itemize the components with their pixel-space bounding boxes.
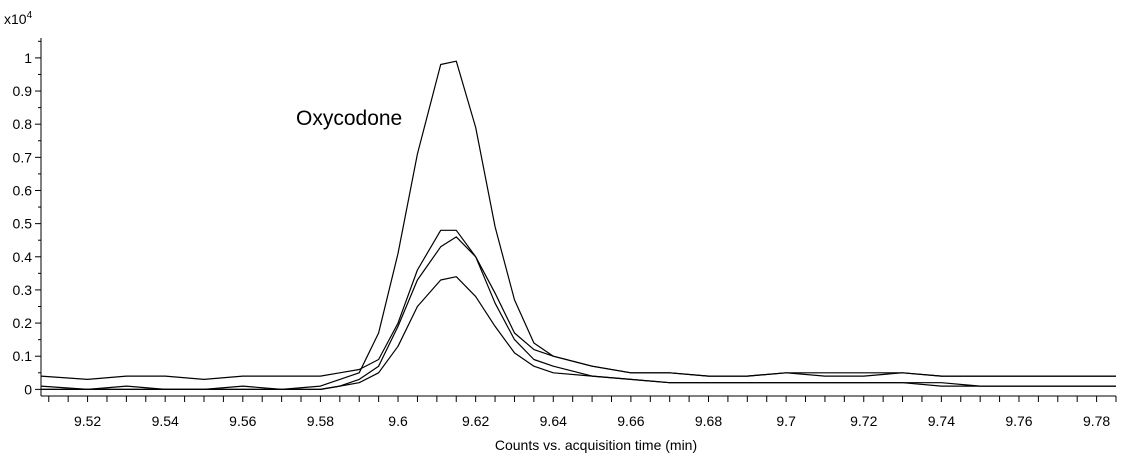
x-tick-label: 9.64 [540,413,567,429]
x-tick-label: 9.76 [1005,413,1032,429]
y-tick-label: 0.8 [13,116,33,132]
x-tick-label: 9.6 [388,413,408,429]
x-tick-label: 9.54 [152,413,179,429]
y-tick-label: 1 [24,50,32,66]
series-line-1 [41,60,1116,390]
y-multiplier-label: x104 [4,10,33,27]
y-tick-label: 0.1 [13,348,33,364]
compound-annotation: Oxycodone [296,107,402,130]
y-tick-label: 0.2 [13,315,33,331]
y-tick-label: 0.9 [13,83,33,99]
x-tick-label: 9.52 [74,413,101,429]
y-tick-label: 0.6 [13,182,33,198]
series-line-3 [41,236,1116,390]
y-tick-label: 0.7 [13,149,33,165]
y-multiplier-exponent: 4 [27,10,33,21]
x-tick-label: 9.56 [229,413,256,429]
y-tick-label: 0.3 [13,282,33,298]
x-tick-label: 9.66 [617,413,644,429]
x-tick-label: 9.78 [1083,413,1110,429]
x-axis-ticks: 9.52 9.54 9.56 9.58 9.6 9.62 9.64 9.66 9.68 9.7 9.… [48,396,1117,429]
y-tick-label: 0 [24,381,32,397]
x-tick-label: 9.58 [307,413,334,429]
y-axis-ticks: 0 0.1 0.2 0.3 0.4 0.5 0.6 0.7 0.8 0.9 1 [13,40,41,397]
x-axis-label: Counts vs. acquisition time (min) [495,437,697,453]
y-tick-label: 0.5 [13,216,33,232]
y-tick-label: 0.4 [13,249,33,265]
series-line-4 [40,276,1116,390]
x-tick-label: 9.72 [850,413,877,429]
series-lines [40,60,1116,390]
x-tick-label: 9.68 [695,413,722,429]
x-tick-label: 9.62 [462,413,489,429]
series-line-2 [40,229,1116,380]
x-tick-label: 9.7 [776,413,796,429]
x-tick-label: 9.74 [928,413,955,429]
